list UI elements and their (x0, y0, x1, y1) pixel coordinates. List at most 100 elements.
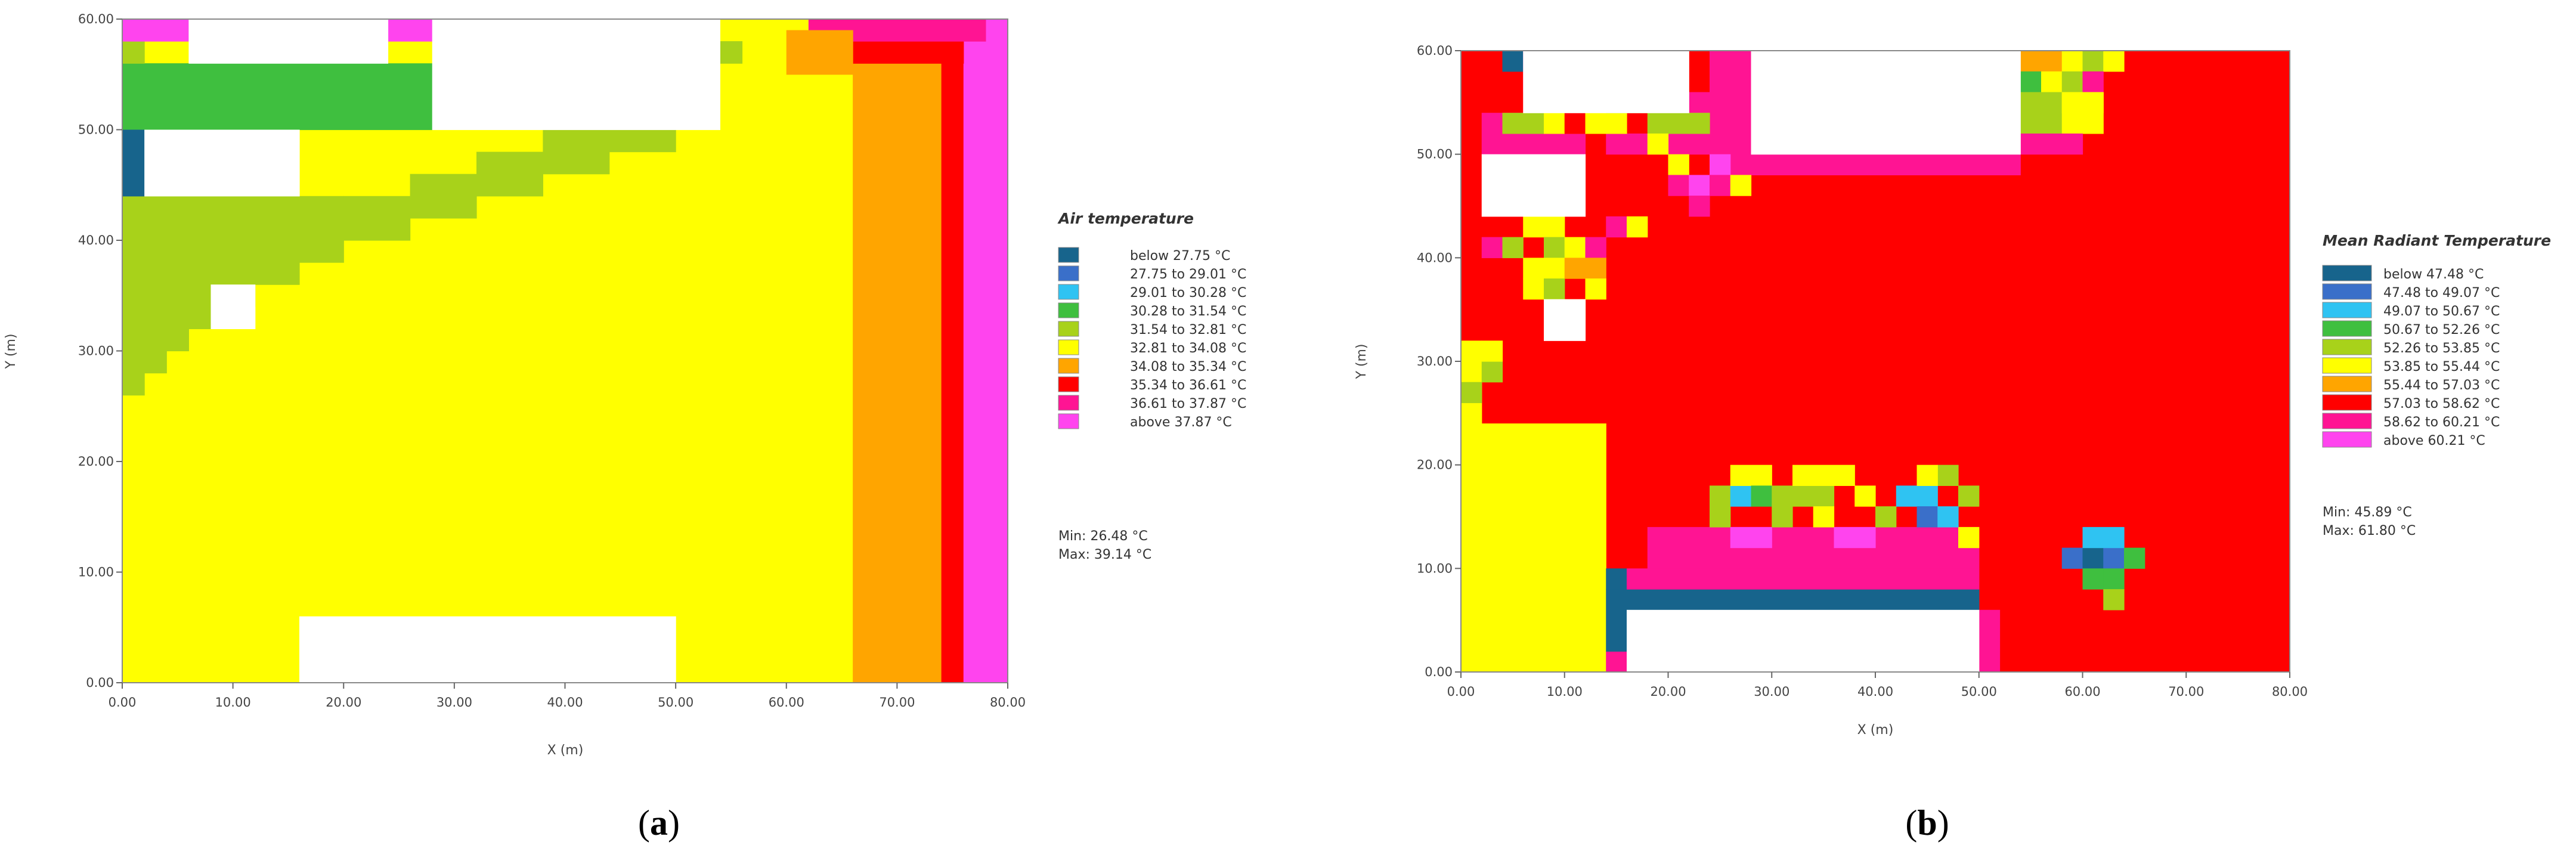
b-cell (1647, 526, 1980, 569)
b-y-tick-label: 10.00 (1417, 561, 1453, 575)
b-legend-entry: 58.62 to 60.21 °C (2383, 415, 2500, 430)
b-y-tick-label: 50.00 (1417, 147, 1453, 162)
b-cell (1523, 258, 1565, 279)
a-y-tick-label: 20.00 (78, 454, 114, 469)
a-y-tick-label: 30.00 (78, 344, 114, 358)
b-cell (2061, 547, 2083, 569)
a-x-tick-label: 10.00 (215, 695, 251, 710)
a-legend-swatch (1058, 302, 1079, 318)
heatmap-b (1461, 51, 2290, 673)
b-cell (1647, 133, 1669, 155)
y-axis-label-a: Y (m) (4, 333, 18, 369)
a-legend-swatch (1058, 358, 1079, 374)
b-cell (1792, 464, 1855, 486)
b-cell (2020, 71, 2042, 93)
b-cell (1730, 92, 1752, 175)
b-x-tick-label: 50.00 (1961, 685, 1997, 699)
b-cell (1916, 464, 1938, 486)
b-cell (1585, 278, 1606, 300)
b-cell (1481, 154, 1586, 217)
b-legend-swatch (2322, 339, 2372, 355)
b-cell (1896, 485, 1938, 507)
b-cell (1606, 568, 1627, 590)
a-cell (122, 129, 145, 197)
b-y-tick-label: 20.00 (1417, 458, 1453, 472)
b-cell (1710, 485, 1731, 528)
b-cell (1523, 216, 1565, 238)
legend-a: Air temperature below 27.75 °C 27.75 to 2… (1057, 210, 1246, 562)
b-cell (1875, 506, 1897, 528)
b-legend-entry: 50.67 to 52.26 °C (2383, 323, 2500, 337)
b-cell (1627, 216, 1648, 238)
x-ticks-b: 0.00 10.00 20.00 30.00 40.00 50.00 60.00 70.00 8… (1447, 672, 2308, 699)
a-cell (188, 196, 212, 329)
b-cell (1523, 133, 1586, 155)
a-legend-swatch (1058, 321, 1079, 337)
a-x-tick-label: 80.00 (990, 695, 1026, 710)
a-y-tick-label: 40.00 (78, 233, 114, 247)
b-cell (1689, 196, 1710, 217)
b-cell (2082, 71, 2104, 93)
b-cell (1564, 258, 1606, 279)
b-cell (1792, 485, 1835, 507)
b-x-tick-label: 70.00 (2168, 685, 2204, 699)
b-cell (1606, 216, 1627, 238)
b-cell (1564, 237, 1586, 258)
b-legend-entry: 55.44 to 57.03 °C (2383, 378, 2500, 393)
chart-b: 0.00 10.00 20.00 30.00 40.00 50.00 60.00 70.00 8… (1354, 44, 2551, 843)
b-cell (1979, 609, 2001, 673)
a-cell (432, 19, 720, 131)
a-cell (299, 196, 344, 263)
b-cell (1937, 464, 1959, 486)
b-cell (1916, 506, 1938, 528)
b-legend-swatch (2322, 265, 2372, 281)
b-cell (1710, 51, 1752, 93)
a-legend-entry: 27.75 to 29.01 °C (1130, 267, 1246, 282)
b-cell (1461, 382, 1482, 404)
b-cell (2103, 547, 2125, 569)
x-axis-label-b: X (m) (1857, 723, 1894, 738)
b-cell (1937, 506, 1959, 528)
a-legend-entry: 31.54 to 32.81 °C (1130, 323, 1246, 337)
a-legend-entry: 36.61 to 37.87 °C (1130, 397, 1246, 411)
b-cell (1502, 113, 1544, 134)
a-cell (476, 151, 543, 197)
b-cell (2124, 547, 2145, 569)
b-cell (1689, 175, 1710, 196)
a-legend-entry: 34.08 to 35.34 °C (1130, 360, 1246, 374)
b-cell (2020, 92, 2063, 134)
b-cell (2082, 568, 2104, 590)
b-y-tick-label: 40.00 (1417, 250, 1453, 265)
b-cell (1689, 113, 1710, 134)
b-legend-swatch (2322, 431, 2372, 448)
legend-max-a: Max: 39.14 °C (1058, 547, 1151, 562)
b-cell (2082, 526, 2125, 549)
b-cell (1710, 154, 1731, 175)
b-cell (1668, 175, 1689, 196)
a-cell (786, 30, 853, 75)
b-cell (1606, 651, 1627, 673)
b-cell (1585, 113, 1627, 134)
a-cell (122, 41, 145, 64)
b-legend-entry: 53.85 to 55.44 °C (2383, 360, 2500, 374)
b-cell (1523, 278, 1544, 300)
b-cell (1585, 237, 1606, 258)
b-cell (1627, 568, 1980, 590)
b-cell (1461, 423, 1606, 673)
b-y-tick-label: 60.00 (1417, 44, 1453, 58)
b-cell (1668, 154, 1689, 175)
a-cell (388, 19, 433, 42)
panel-label-a-letter: a (650, 803, 668, 843)
b-legend-swatch (2322, 376, 2372, 392)
a-cell (299, 616, 676, 683)
legend-min-b: Min: 45.89 °C (2323, 505, 2412, 520)
b-legend-entry: 47.48 to 49.07 °C (2383, 286, 2500, 301)
a-legend-swatch (1058, 413, 1079, 429)
b-cell (2103, 568, 2125, 590)
b-legend-swatch (2322, 413, 2372, 429)
panel-label-b-letter: b (1917, 803, 1937, 843)
b-legend-swatch (2322, 283, 2372, 300)
a-x-tick-label: 70.00 (879, 695, 915, 710)
b-cell (1502, 51, 1524, 72)
b-cell (2041, 71, 2063, 93)
